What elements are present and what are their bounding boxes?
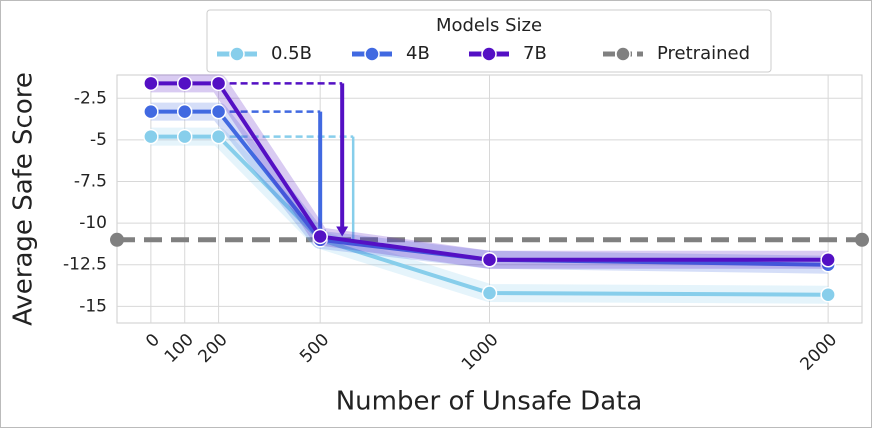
- series-marker: [210, 75, 227, 92]
- series-marker: [143, 75, 159, 92]
- series-marker: [210, 103, 227, 120]
- legend-label: Pretrained: [657, 43, 750, 64]
- x-axis-label: Number of Unsafe Data: [336, 387, 643, 417]
- series-marker: [176, 128, 193, 145]
- y-tick-label: -2.5: [74, 88, 107, 108]
- series-marker: [143, 103, 159, 120]
- y-axis-label: Average Safe Score: [9, 72, 39, 326]
- series-marker: [820, 252, 836, 268]
- series-marker: [176, 103, 193, 120]
- series-marker: [210, 128, 227, 145]
- legend-marker: [229, 46, 245, 62]
- series-marker: [143, 128, 159, 145]
- legend-marker: [615, 46, 631, 62]
- series-marker: [312, 228, 328, 245]
- y-tick-label: -15: [79, 296, 107, 316]
- reference-marker: [855, 232, 869, 247]
- legend: Models Size 0.5B 4B 7B Pretrained: [206, 9, 772, 73]
- legend-marker: [364, 46, 380, 62]
- y-tick-label: -5: [90, 130, 107, 150]
- series-marker: [176, 75, 193, 92]
- series-marker: [481, 252, 498, 268]
- annotation-arrowhead: [336, 226, 349, 237]
- y-tick-label: -10: [79, 213, 107, 233]
- legend-title: Models Size: [436, 15, 542, 36]
- y-tick-label: -12.5: [63, 255, 107, 275]
- reference-marker: [110, 232, 124, 247]
- legend-label: 4B: [406, 43, 430, 64]
- series-marker: [481, 285, 498, 301]
- legend-label: 7B: [523, 43, 547, 64]
- series-marker: [820, 286, 836, 303]
- y-tick-label: -7.5: [74, 172, 107, 192]
- legend-marker: [481, 46, 497, 62]
- legend-label: 0.5B: [271, 43, 312, 64]
